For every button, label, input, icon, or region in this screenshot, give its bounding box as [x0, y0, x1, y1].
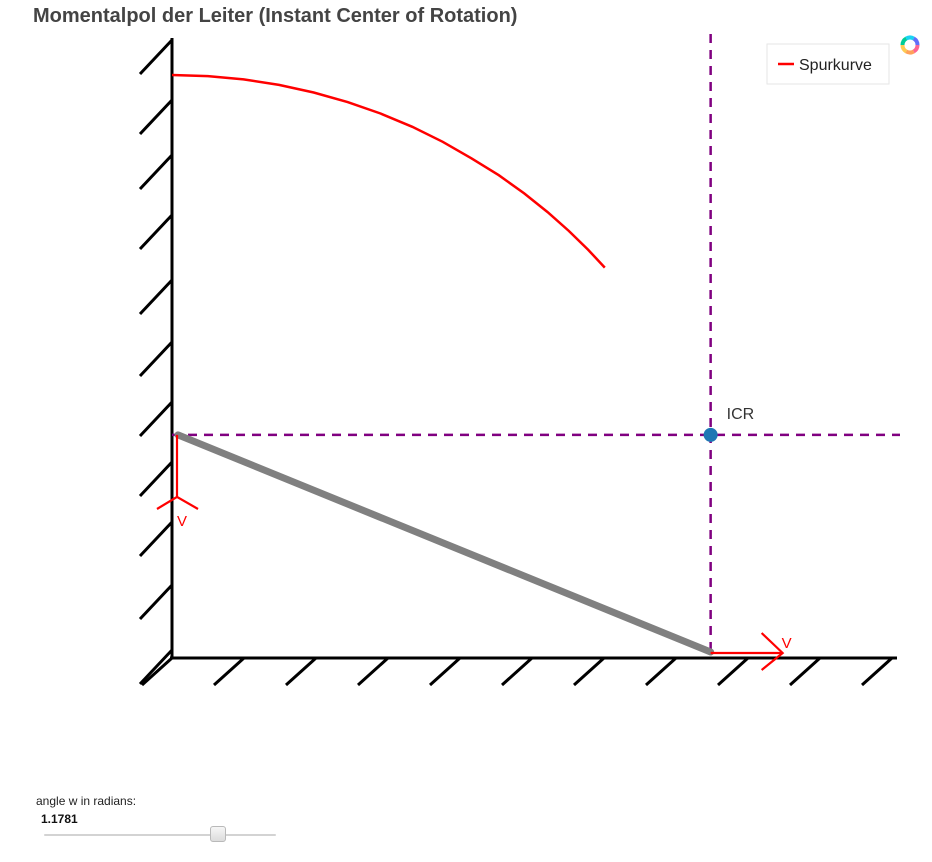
trace-curve-spurkurve — [171, 73, 606, 269]
floor-hatching — [140, 656, 894, 687]
wall-hatch-mark — [138, 38, 174, 76]
wall-hatch-mark — [138, 213, 174, 251]
floor-hatch-mark — [500, 656, 534, 687]
wall-hatch-mark — [138, 153, 174, 191]
plotly-colorwheel-icon[interactable] — [900, 35, 920, 55]
velocity-arrow-floor — [710, 632, 785, 671]
floor-hatch-mark — [140, 656, 174, 687]
wall-hatch-mark — [138, 520, 174, 558]
wall-hatch-mark — [138, 340, 174, 378]
floor-hatch-mark — [212, 656, 246, 687]
floor-hatch-mark — [644, 656, 678, 687]
wall-and-floor — [138, 38, 897, 687]
wall-hatch-mark — [138, 460, 174, 498]
wall-hatching — [138, 38, 174, 686]
wall-hatch-mark — [138, 98, 174, 136]
slider-value: 1.1781 — [41, 812, 78, 826]
slider-label: angle w in radians: — [36, 794, 137, 808]
slider-thumb[interactable] — [210, 826, 226, 842]
angle-slider-panel: angle w in radians: 1.1781 — [36, 794, 296, 842]
wall-hatch-mark — [138, 648, 174, 686]
wall-hatch-mark — [138, 278, 174, 316]
floor-hatch-mark — [428, 656, 462, 687]
wall-hatch-mark — [138, 400, 174, 438]
floor-hatch-mark — [356, 656, 390, 687]
legend-entry-spurkurve[interactable]: Spurkurve — [799, 57, 872, 74]
floor-hatch-mark — [284, 656, 318, 687]
velocity-arrow-wall — [156, 434, 199, 510]
floor-hatch-mark — [860, 656, 894, 687]
ladder — [174, 431, 715, 656]
icr-marker[interactable] — [703, 427, 718, 442]
velocity-label-wall: V — [177, 513, 187, 530]
icr-label: ICR — [727, 406, 755, 423]
slider-track[interactable] — [44, 834, 276, 836]
floor-hatch-mark — [716, 656, 750, 687]
wall-hatch-mark — [138, 583, 174, 621]
floor-hatch-mark — [788, 656, 822, 687]
chart-title: Momentalpol der Leiter (Instant Center o… — [33, 5, 517, 27]
floor-hatch-mark — [572, 656, 606, 687]
velocity-label-floor: V — [782, 635, 792, 652]
legend[interactable]: Spurkurve — [766, 43, 890, 85]
